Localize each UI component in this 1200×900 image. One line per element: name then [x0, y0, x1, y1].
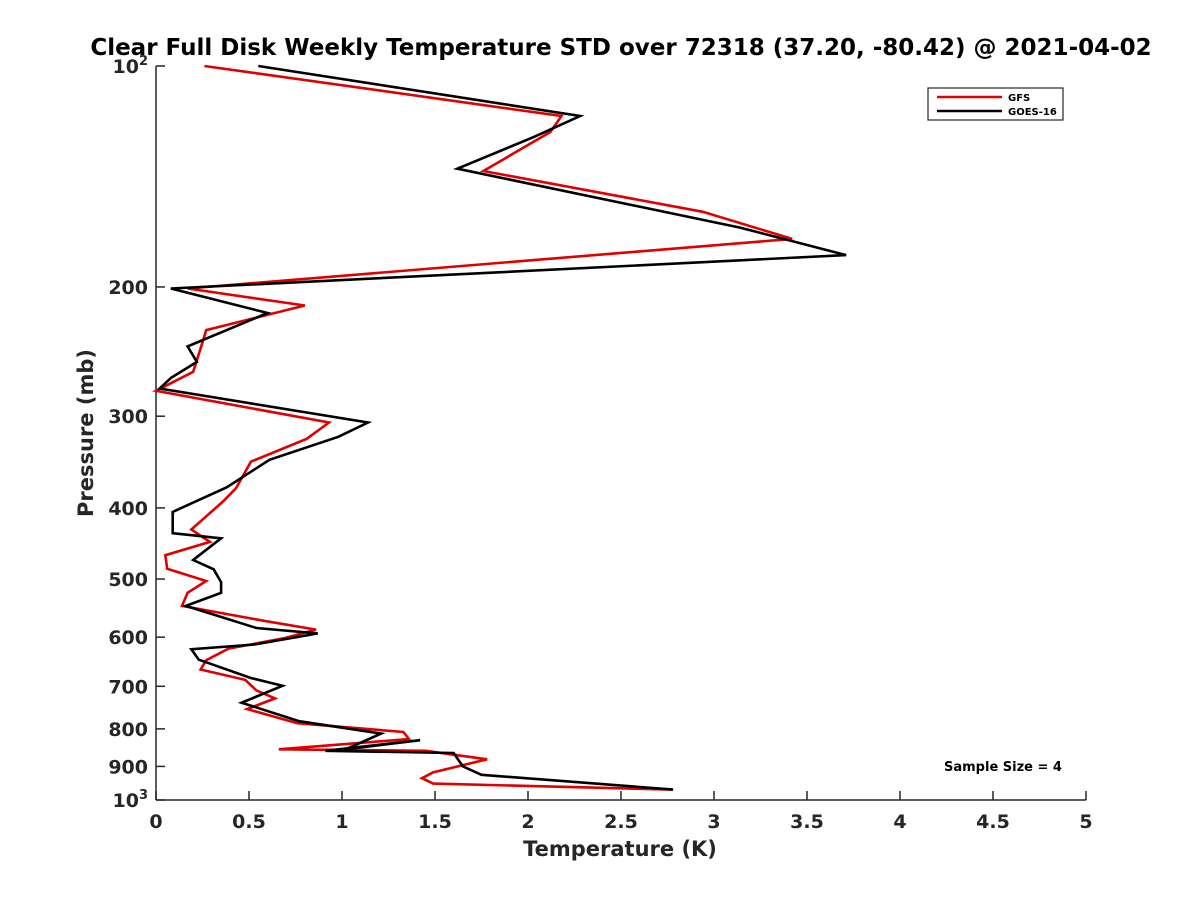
- y-tick-label: 800: [108, 719, 148, 741]
- x-axis-label: Temperature (K): [523, 837, 717, 861]
- y-tick-label: 200: [108, 277, 148, 299]
- legend-label: GFS: [1008, 93, 1030, 104]
- x-tick-label: 2.5: [604, 811, 638, 833]
- series-line-gfs: [151, 64, 793, 791]
- y-tick-label: 102: [113, 54, 149, 78]
- y-tick-label: 600: [108, 627, 148, 649]
- x-tick-label: 0: [149, 811, 162, 833]
- sample-size-annotation: Sample Size = 4: [944, 760, 1062, 775]
- legend: GFS GOES-16: [927, 87, 1064, 121]
- x-tick-label: 2: [521, 811, 534, 833]
- chart-title: Clear Full Disk Weekly Temperature STD o…: [90, 35, 1151, 61]
- y-tick-label: 500: [108, 569, 148, 591]
- x-tick-label: 0.5: [232, 811, 266, 833]
- legend-label: GOES-16: [1008, 107, 1057, 118]
- x-tick-label: 5: [1079, 811, 1092, 833]
- y-tick-label: 300: [108, 406, 148, 428]
- y-tick-label: 400: [108, 498, 148, 520]
- series-line-goes-16: [156, 64, 847, 791]
- x-tick-label: 3.5: [790, 811, 824, 833]
- y-tick-label: 700: [108, 676, 148, 698]
- x-tick-label: 4.5: [976, 811, 1010, 833]
- x-tick-label: 1: [335, 811, 348, 833]
- x-tick-label: 4: [893, 811, 906, 833]
- x-tick-label: 3: [707, 811, 720, 833]
- y-tick-label: 103: [113, 788, 149, 812]
- x-tick-label: 1.5: [418, 811, 452, 833]
- legend-box: [927, 87, 1064, 121]
- y-axis-label: Pressure (mb): [74, 349, 98, 517]
- y-tick-label: 900: [108, 756, 148, 778]
- plot-area: 0 0.5 1 1.5 2 2.5 3 3.5 4 4.5 5 102 200 300 400 500 600 7…: [108, 54, 1092, 833]
